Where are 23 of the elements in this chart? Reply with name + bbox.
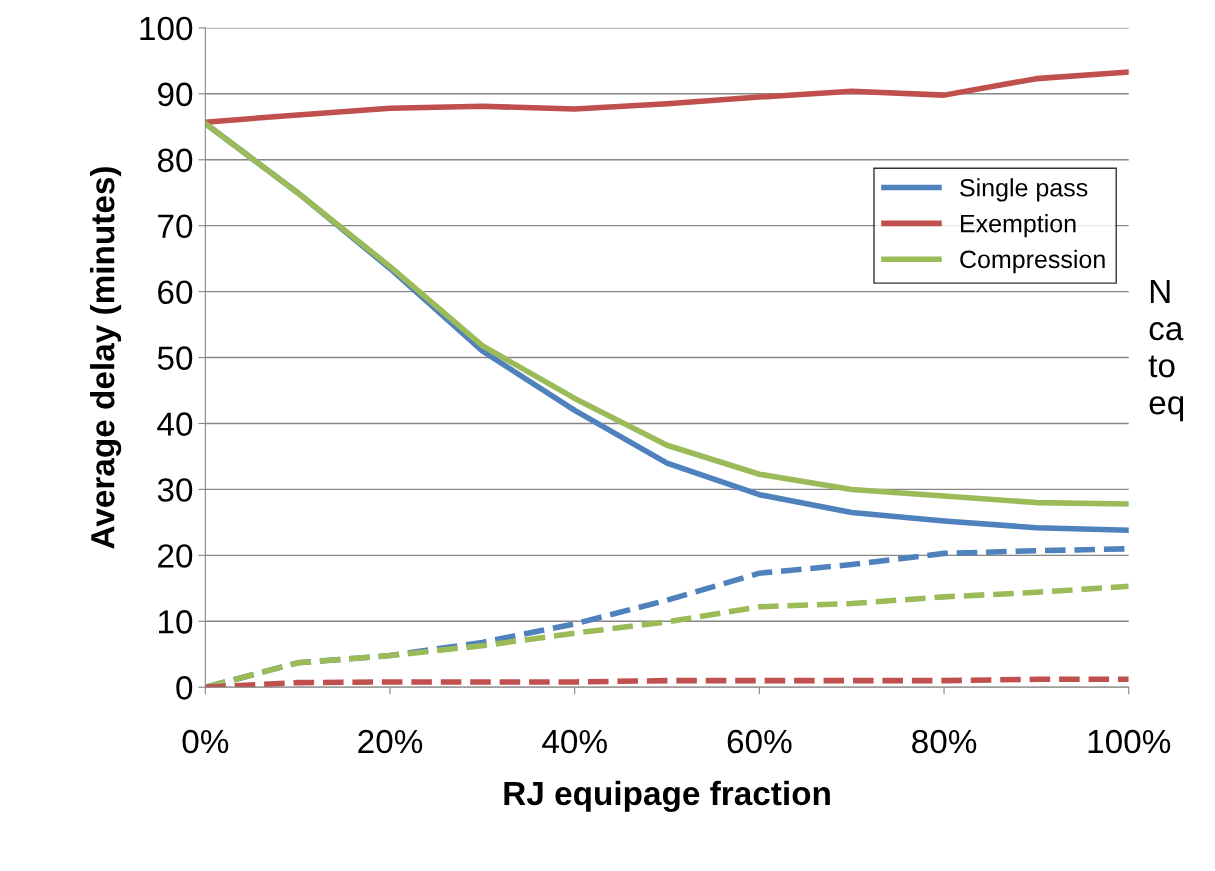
legend-label: Compression	[960, 249, 1105, 274]
x-tick-label: 0%	[182, 729, 229, 754]
y-tick-label: 30	[157, 478, 193, 502]
y-tick-label: 0	[176, 676, 193, 700]
x-tick-label: 60%	[727, 729, 792, 754]
legend-label: Exemption	[961, 214, 1076, 238]
y-axis-title: Average delay (minutes)	[90, 167, 122, 549]
x-tick-label: 40%	[542, 729, 607, 754]
y-tick-label: 90	[158, 82, 193, 107]
y-tick-label: 70	[158, 214, 193, 239]
x-tick-label: 80%	[912, 729, 977, 754]
y-tick-label: 20	[158, 544, 193, 568]
y-tick-label: 50	[157, 346, 193, 370]
y-tick-label: 100	[140, 16, 193, 41]
x-axis-title: RJ equipage fraction	[504, 780, 830, 813]
y-tick-label: 10	[159, 610, 193, 634]
y-tick-label: 40	[157, 412, 193, 436]
x-tick-label: 100%	[1088, 729, 1171, 754]
legend-label: Single pass	[960, 178, 1088, 202]
x-tick-label: 20%	[358, 729, 423, 754]
y-tick-label: 80	[157, 148, 193, 173]
y-tick-label: 60	[158, 280, 193, 305]
text: N ca to eq	[1148, 279, 1184, 422]
